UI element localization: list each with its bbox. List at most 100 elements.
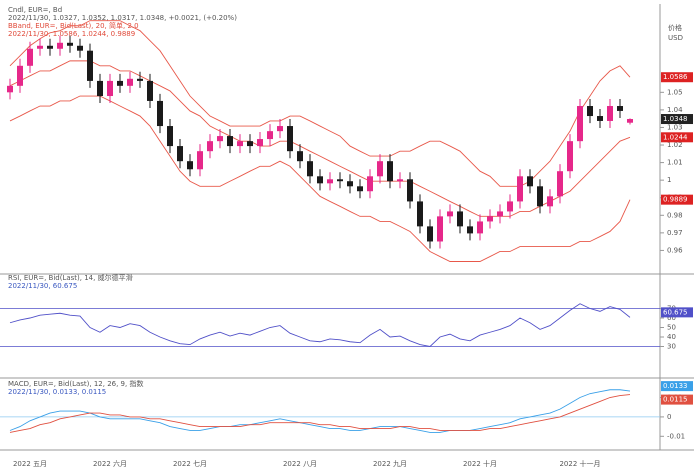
y-tick-label: 50 [667,324,676,332]
candle-body [487,216,493,222]
legend-values: 2022/11/30, 0.0133, 0.0115 [8,388,106,396]
candle-body [367,176,373,192]
y-tick-label: 0 [667,413,671,421]
candle-body [337,179,343,182]
legend-title: RSI, EUR=, Bid(Last), 14, 威尔德平滑 [8,273,133,282]
candle-body [507,201,513,212]
y-tick-label: 1.01 [667,159,683,167]
last-value-box [661,72,693,83]
candle-body [567,141,573,172]
candle-body [557,171,563,197]
last-value-box [661,381,693,392]
y-tick-label: 1.02 [667,141,683,149]
y-tick-label: 40 [667,333,676,341]
band-line [9,95,631,262]
candle-body [427,226,433,242]
indicator-line [9,303,631,347]
candle-body [627,119,633,123]
candle-body [397,179,403,182]
candle-body [67,42,73,46]
candle-body [357,186,363,192]
last-value-label: 1.0244 [663,133,688,141]
indicator-line [9,394,631,433]
candle-body [97,80,103,97]
candle-body [197,151,203,170]
axis-unit: USD [668,34,683,42]
candle-body [287,126,293,152]
candle-body [597,116,603,121]
legend-values: 2022/11/30, 1.0327, 1.0352, 1.0317, 1.03… [8,14,237,22]
candle-body [177,146,183,162]
candle-body [417,201,423,227]
candle-body [237,141,243,147]
candle-body [107,80,113,97]
x-tick-label: 2022 五月 [13,460,47,468]
candle-body [137,78,143,81]
last-value-label: 60.675 [663,308,688,316]
x-tick-label: 2022 八月 [283,460,317,468]
last-value-label: 0.0133 [663,382,688,390]
candle-body [387,161,393,182]
last-value-box [661,394,693,405]
candle-body [497,211,503,217]
candle-body [257,139,263,147]
candle-body [217,136,223,142]
candle-body [527,176,533,187]
candle-body [87,50,93,81]
x-tick-label: 2022 七月 [173,459,207,468]
band-line [9,20,631,187]
candle-body [147,80,153,101]
last-value-box [661,307,693,318]
candle-body [157,100,163,127]
candle-body [537,186,543,207]
last-value-box [661,132,693,143]
y-tick-label: 1 [667,176,671,184]
candle-body [47,45,53,49]
y-tick-label: -0.01 [667,432,685,440]
indicator-line [9,389,631,433]
candle-body [57,42,63,49]
y-tick-label: 1.04 [667,106,683,114]
x-tick-label: 2022 九月 [373,459,407,468]
candle-body [347,181,353,187]
candle-body [467,226,473,234]
candle-body [457,211,463,227]
y-tick-label: 60 [667,314,676,322]
candle-body [437,216,443,242]
last-value-label: 1.0586 [663,73,688,81]
last-value-label: 1.0348 [663,115,688,123]
x-tick-label: 2022 六月 [93,459,127,468]
overlay-values: 2022/11/30, 1.0586, 1.0244, 0.9889 [8,30,135,38]
candle-body [27,48,33,66]
y-tick-label: 0.98 [667,211,683,219]
candle-body [247,141,253,147]
legend-title: MACD, EUR=, Bid(Last), 12, 26, 9, 指数 [8,379,143,388]
candle-body [547,196,553,207]
candle-body [307,161,313,177]
candle-body [317,176,323,184]
candle-body [227,136,233,147]
y-tick-label: 1.03 [667,123,683,131]
candle-body [327,179,333,184]
candle-body [167,126,173,147]
y-tick-label: 30 [667,343,676,351]
last-value-box [661,194,693,205]
candle-body [377,161,383,177]
legend-values: 2022/11/30, 60.675 [8,282,77,290]
x-tick-label: 2022 十一月 [559,459,600,468]
candle-body [447,211,453,217]
candle-body [37,45,43,49]
candle-body [117,80,123,86]
candle-body [517,176,523,202]
y-tick-label: 1.05 [667,88,683,96]
candle-body [207,141,213,152]
candle-body [127,78,133,86]
candle-body [407,179,413,202]
candle-body [7,85,13,93]
candle-body [607,106,613,121]
y-tick-label: 0.97 [667,229,683,237]
candle-body [577,106,583,142]
last-value-box [661,114,693,125]
